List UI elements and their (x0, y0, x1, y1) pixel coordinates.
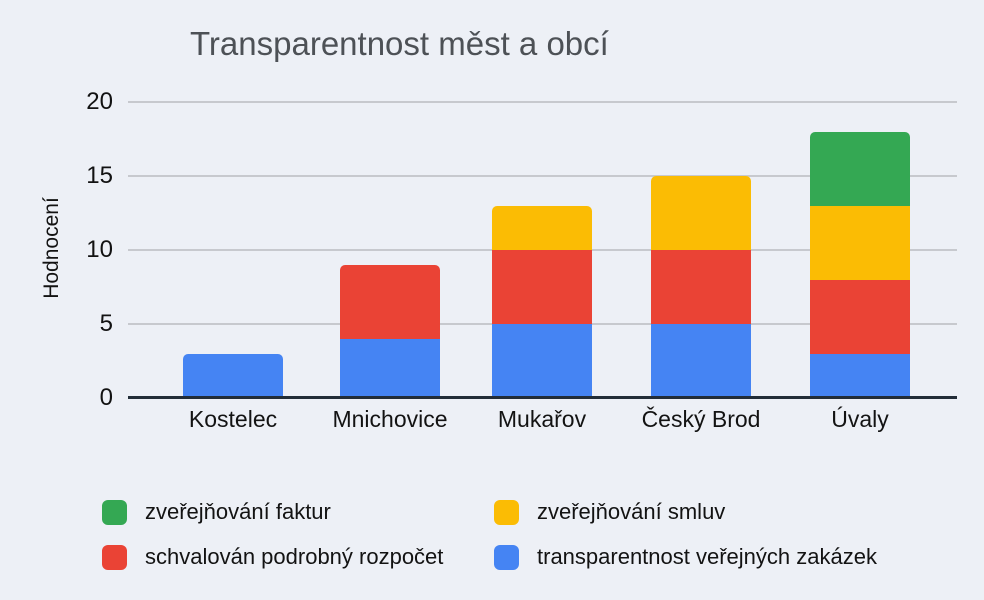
bar-segment[interactable] (340, 264, 440, 339)
bar-1 (183, 353, 283, 398)
legend-item: zveřejňování smluv (494, 499, 725, 525)
y-tick-label: 0 (99, 384, 113, 411)
x-tick-label: Český Brod (641, 406, 761, 432)
bar-segment[interactable] (810, 131, 910, 206)
bar-3 (492, 205, 592, 398)
gridline (128, 101, 957, 103)
bar-segment[interactable] (492, 205, 592, 250)
bar-segment[interactable] (651, 324, 751, 398)
x-tick-label: Mnichovice (332, 406, 448, 432)
y-tick-label: 15 (86, 162, 113, 189)
x-axis-line (128, 396, 957, 399)
bar-segment[interactable] (492, 250, 592, 324)
legend-label: zveřejňování faktur (145, 499, 331, 524)
legend-color-swatch (102, 544, 127, 570)
legend-color-swatch (102, 499, 127, 525)
bar-segment[interactable] (492, 324, 592, 398)
y-tick-label: 20 (86, 88, 113, 115)
legend-label: schvalován podrobný rozpočet (145, 544, 444, 569)
x-tick-label: Mukařov (497, 406, 587, 432)
legend-item: zveřejňování faktur (102, 499, 331, 525)
bar-segment[interactable] (810, 205, 910, 280)
chart-title: Transparentnost měst a obcí (190, 25, 609, 62)
bar-segment[interactable] (340, 338, 440, 398)
gridline (128, 175, 957, 177)
plot-area (128, 101, 957, 398)
y-tick-label: 10 (86, 236, 113, 263)
x-tick-label: Úvaly (831, 406, 889, 432)
bar-segment[interactable] (651, 250, 751, 324)
bar-segment[interactable] (810, 279, 910, 354)
bar-5 (810, 131, 910, 398)
bar-4 (651, 176, 751, 398)
legend-item: transparentnost veřejných zakázek (494, 544, 877, 570)
bar-segment[interactable] (183, 353, 283, 398)
y-tick-label: 5 (99, 310, 113, 337)
x-tick-label: Kostelec (188, 406, 278, 432)
bar-segment[interactable] (810, 353, 910, 398)
legend-color-swatch (494, 499, 519, 525)
legend-label: transparentnost veřejných zakázek (537, 544, 877, 569)
legend-color-swatch (494, 544, 519, 570)
bar-segment[interactable] (651, 176, 751, 250)
bar-2 (340, 264, 440, 398)
legend-item: schvalován podrobný rozpočet (102, 544, 443, 570)
legend-label: zveřejňování smluv (537, 499, 726, 524)
